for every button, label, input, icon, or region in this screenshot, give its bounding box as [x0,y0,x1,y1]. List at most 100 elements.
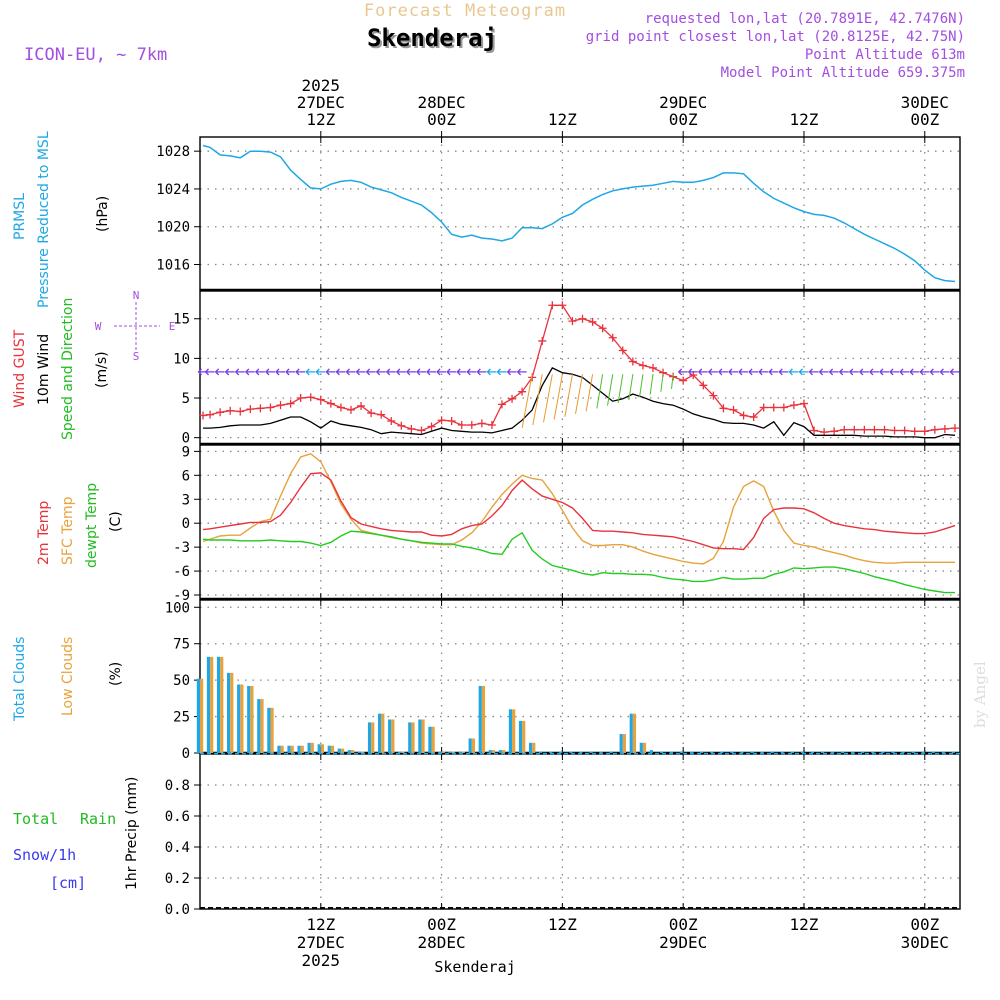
gust-marker [940,424,949,433]
total-cloud-bar [881,751,885,753]
wind-direction-arrow [697,368,708,376]
wind-direction-arrow [889,368,900,376]
total-cloud-bar [297,745,301,753]
low-cloud-bar [491,750,496,753]
wind-direction-arrow [275,368,286,376]
total-cloud-bar [669,751,674,753]
gust-marker [769,403,778,412]
dewpt-line [202,530,955,594]
total-cloud-bar [730,751,734,753]
wind-direction-arrow [265,368,275,376]
total-cloud-bar [619,734,623,753]
low-cloud-bar [350,750,355,753]
wind-direction-arrow [687,368,698,376]
total-cloud-bar [478,685,482,753]
watermark: by Angel [971,661,989,728]
top-time-label: 29DEC [659,93,707,112]
total-cloud-bar [428,726,432,753]
wind-direction-arrow [204,368,215,376]
total-cloud-bar [206,656,211,753]
bottom-time-label: 29DEC [659,933,707,952]
total-cloud-bar [347,750,351,753]
low-cloud-bar [310,742,314,753]
gust-marker [487,420,496,429]
wind-direction-arrow [345,368,356,376]
gust-marker [729,405,738,414]
total-cloud-bar [780,751,784,753]
total-cloud-bar [408,722,412,753]
low-cloud-bar [522,720,526,753]
low-cloud-bar [632,713,637,753]
footer-station: Skenderaj [434,958,515,976]
gust-marker [588,317,597,326]
wind-direction-arrow [778,368,789,376]
wind-direction-arrow [416,368,426,376]
gust-marker [699,381,708,390]
gust-marker [568,317,577,326]
gust-label: Wind GUST [12,329,28,408]
total-cloud-bar [921,751,925,753]
y-tick-label: 50 [173,673,190,689]
y-tick-label: 0.4 [165,840,190,856]
total-cloud-bar [750,751,754,753]
gust-marker [538,336,547,345]
gust-marker [508,394,517,403]
total-cloud-bar [488,750,492,753]
panel-3 [194,599,961,754]
gust-line [202,304,956,433]
total-cloud-bar [267,707,271,753]
t2m-line [202,472,956,551]
low-cloud-bar [250,685,254,753]
y-tick-label: 0.8 [165,778,190,794]
wind-direction-arrow [553,374,563,420]
total-cloud-bar [418,719,422,753]
total-cloud-bar [639,742,643,753]
wind-direction-arrow [808,368,819,376]
wind-direction-arrow [607,374,614,406]
total-cloud-bar [398,751,402,753]
total-cloud-bar [549,751,553,753]
gust-marker [387,417,396,426]
total-cloud-bar [851,751,855,753]
panel-frame [199,444,961,600]
wind-direction-arrow [446,368,457,376]
wind-direction-arrow [244,368,255,376]
low-cloud-bar [501,750,506,753]
total-cloud-bar [539,751,543,753]
total-cloud-bar [659,751,664,753]
gust-marker [246,405,255,414]
wind-direction-arrow [325,368,336,376]
y-tick-label: 0 [182,431,190,447]
wind-direction-arrow [798,368,809,376]
low-cloud-bar [401,751,405,753]
model-altitude: Model Point Altitude 659.375m [721,65,965,81]
low-cloud-bar [330,745,335,753]
gust-marker [477,419,486,428]
total-cloud-bar [861,751,865,753]
gust-marker [558,301,567,310]
total-cloud-bar [589,751,593,753]
wind-direction-arrow [575,374,584,415]
wind-direction-arrow [617,374,624,403]
gust-marker [850,425,859,434]
wind-direction-arrow [486,368,497,376]
gust-marker [377,410,386,419]
total-cloud-bar [247,685,251,753]
wind-direction-arrow [677,368,688,376]
total-cloud-bar [820,751,825,753]
low-cloud-bar [642,742,647,753]
low-cloud-bar [320,744,324,753]
total-cloud-bar [468,738,472,753]
wind-direction-arrow [728,368,739,376]
top-time-label: 2025 [302,76,341,95]
gust-marker [719,404,728,413]
y-tick-label: 9 [182,444,190,460]
total-cloud-bar [599,751,603,753]
wind-direction-arrow [564,374,573,417]
total-cloud-bar [307,742,311,753]
pressure-line [202,144,956,283]
product-title: Forecast Meteogram [364,1,566,21]
wind-direction-arrow [738,368,749,376]
y-tick-label: 15 [173,312,190,328]
y-tick-label: 3 [182,492,190,508]
